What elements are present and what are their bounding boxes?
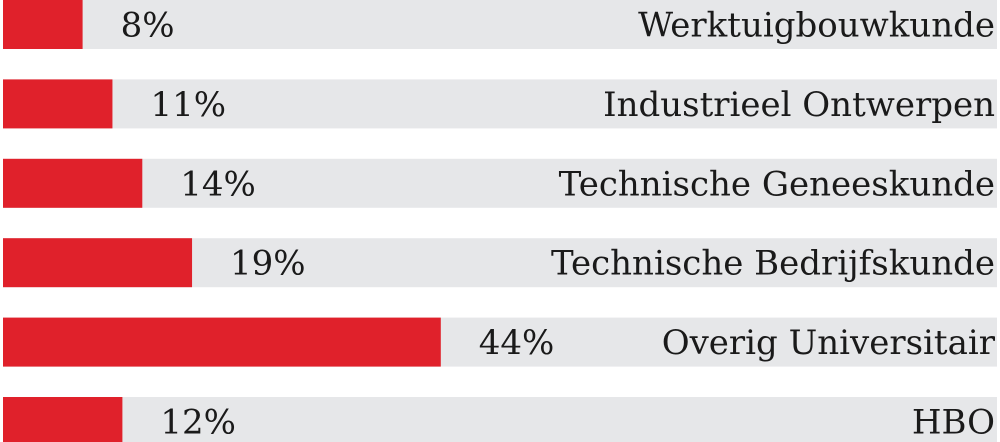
bar-werktuigbouwkunde: [3, 0, 83, 49]
bar-row-hbo: 12% HBO: [3, 397, 997, 442]
category-label-industrieel-ontwerpen: Industrieel Ontwerpen: [603, 85, 995, 125]
bar-row-technische-geneeskunde: 14% Technische Geneeskunde: [3, 158, 997, 208]
category-label-hbo: HBO: [912, 403, 995, 442]
bar-industrieel-ontwerpen: [3, 79, 113, 129]
value-label-werktuigbouwkunde: 8%: [121, 6, 175, 46]
value-label-technische-geneeskunde: 14%: [180, 164, 256, 204]
bar-track-werktuigbouwkunde: [3, 0, 997, 49]
bar-hbo: [3, 397, 123, 442]
bar-technische-bedrijfskunde: [3, 238, 193, 288]
value-label-technische-bedrijfskunde: 19%: [230, 244, 306, 284]
bar-track-technische-geneeskunde: [3, 158, 997, 208]
category-label-technische-bedrijfskunde: Technische Bedrijfskunde: [551, 244, 995, 284]
bar-technische-geneeskunde: [3, 158, 143, 208]
category-label-overig-universitair: Overig Universitair: [662, 323, 996, 363]
category-label-technische-geneeskunde: Technische Geneeskunde: [559, 164, 995, 204]
value-label-hbo: 12%: [160, 403, 236, 442]
bar-track-industrieel-ontwerpen: [3, 79, 997, 129]
bar-row-overig-universitair: 44% Overig Universitair: [3, 317, 997, 367]
bar-overig-universitair: [3, 317, 441, 367]
bar-track-hbo: [3, 397, 997, 442]
bar-row-industrieel-ontwerpen: 11% Industrieel Ontwerpen: [3, 79, 997, 129]
category-label-werktuigbouwkunde: Werktuigbouwkunde: [638, 6, 995, 46]
bar-row-technische-bedrijfskunde: 19% Technische Bedrijfskunde: [3, 238, 997, 288]
bar-row-werktuigbouwkunde: 8% Werktuigbouwkunde: [3, 0, 997, 49]
value-label-overig-universitair: 44%: [479, 323, 555, 363]
value-label-industrieel-ontwerpen: 11%: [150, 85, 226, 125]
